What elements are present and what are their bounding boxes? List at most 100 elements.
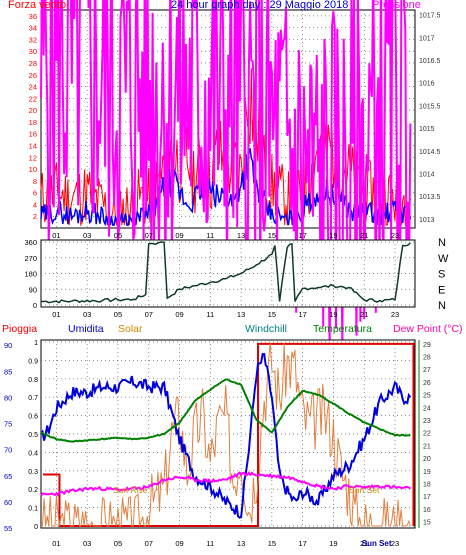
x-tick-label: 17 [298, 231, 306, 240]
y-right-tick-label: 1014.5 [419, 149, 441, 156]
rain-tick-label: 0 [34, 524, 38, 531]
humidity-line [40, 352, 412, 519]
x-tick-label: 09 [175, 231, 183, 240]
temp-tick-label: 15 [423, 520, 431, 527]
y-left-tick-label: 4 [33, 200, 37, 209]
temp-tick-label: 19 [423, 469, 431, 476]
y-right-tick-label: 1014 [419, 172, 435, 179]
legend-label: Windchill [245, 323, 287, 335]
x-tick-label: 19 [329, 310, 337, 319]
temp-tick-label: 22 [423, 431, 431, 438]
x-tick-label: 19 [329, 231, 337, 240]
rain-tick-label: 0.3 [28, 469, 38, 476]
x-tick-label: 19 [329, 539, 337, 548]
y-left-tick-label: 16 [29, 130, 37, 139]
compass-label: N [438, 237, 446, 249]
humidity-tick-label: 70 [4, 446, 12, 455]
legend-label: Temperatura [313, 323, 372, 335]
y-left-tick-label: 34 [29, 24, 37, 33]
y-left-tick-label: 22 [29, 94, 37, 103]
x-tick-label: 03 [83, 310, 91, 319]
x-tick-label: 23 [391, 539, 399, 548]
rain-tick-label: 0.6 [28, 414, 38, 421]
humidity-tick-label: 60 [4, 498, 12, 507]
x-tick-label: 17 [298, 539, 306, 548]
x-tick-label: 13 [237, 539, 245, 548]
y-left-tick-label: 26 [29, 71, 37, 80]
y-left-tick-label: 6 [33, 189, 37, 198]
legend-label: Solar [118, 323, 143, 335]
x-tick-label: 09 [175, 539, 183, 548]
x-tick-label: 11 [206, 231, 214, 240]
sunrise-annotation: Sun Rise [113, 485, 148, 495]
y-left-tick-label: 24 [29, 83, 37, 92]
legend-label: Umidita [68, 323, 104, 335]
rain-tick-label: 0.5 [28, 432, 38, 439]
y-left-tick-label: 8 [33, 177, 37, 186]
humidity-tick-label: 75 [4, 420, 12, 429]
y-tick-label: 90 [29, 285, 37, 294]
solar-line [41, 342, 411, 527]
x-tick-label: 05 [114, 310, 122, 319]
x-tick-label: 07 [145, 231, 153, 240]
x-tick-label: 11 [206, 310, 214, 319]
x-tick-label: 13 [237, 310, 245, 319]
temp-tick-label: 26 [423, 380, 431, 387]
temp-tick-label: 27 [423, 367, 431, 374]
compass-label: N [438, 300, 446, 312]
temp-tick-label: 21 [423, 443, 431, 450]
y-tick-label: 360 [24, 238, 37, 247]
x-tick-label: 01 [52, 539, 60, 548]
x-tick-label: 23 [391, 310, 399, 319]
rain-tick-label: 1 [34, 340, 38, 347]
dewpoint-line [40, 471, 411, 497]
temp-humidity-panel: Sun Rise Sun Set 01 03 05 07 09 11 13 15 17 19 21Su… [4, 339, 431, 548]
y-left-tick-label: 20 [29, 106, 37, 115]
temp-tick-label: 18 [423, 482, 431, 489]
x-tick-label: 07 [145, 310, 153, 319]
wind-direction-line [41, 241, 411, 304]
compass-label: W [438, 253, 449, 265]
x-tick-label: 15 [268, 310, 276, 319]
y-left-tick-label: 18 [29, 118, 37, 127]
x-tick-label: 21 [360, 231, 368, 240]
y-left-tick-label: 32 [29, 35, 37, 44]
rain-tick-label: 0.8 [28, 377, 38, 384]
x-tick-label: 01 [52, 231, 60, 240]
legend-label: Pioggia [2, 323, 37, 335]
temp-tick-label: 24 [423, 405, 431, 412]
rain-tick-label: 0.9 [28, 358, 38, 365]
rain-tick-label: 0.4 [28, 450, 38, 457]
y-right-tick-label: 1016 [419, 81, 435, 88]
y-right-tick-label: 1015.5 [419, 103, 441, 110]
y-left-tick-label: 12 [29, 153, 37, 162]
y-left-tick-label: 28 [29, 59, 37, 68]
y-left-tick-label: 14 [29, 142, 37, 151]
legend-label: Dew Point (°C) [393, 323, 463, 335]
y-right-tick-label: 1016.5 [419, 58, 441, 65]
x-tick-label: 03 [83, 539, 91, 548]
x-tick-label: 05 [114, 231, 122, 240]
y-right-tick-label: 1013.5 [419, 194, 441, 201]
temp-tick-label: 20 [423, 456, 431, 463]
pressure-label: Pressione [372, 0, 421, 11]
humidity-tick-label: 90 [4, 341, 12, 350]
temperature-line [40, 378, 411, 443]
x-tick-label: 23 [391, 231, 399, 240]
x-tick-label: Sun Set [362, 539, 392, 548]
x-tick-label: 15 [268, 231, 276, 240]
humidity-tick-label: 80 [4, 393, 12, 402]
temp-tick-label: 17 [423, 494, 431, 501]
y-tick-label: 0 [33, 301, 37, 310]
y-right-tick-label: 1017.5 [419, 13, 441, 20]
x-tick-label: 11 [206, 539, 214, 548]
x-tick-label: 07 [145, 539, 153, 548]
y-left-tick-label: 10 [29, 165, 37, 174]
wind-speed-label: Forza vento [8, 0, 66, 11]
x-tick-label: 21 [360, 310, 368, 319]
temp-tick-label: 25 [423, 393, 431, 400]
temp-tick-label: 29 [423, 342, 431, 349]
x-tick-label: 13 [237, 231, 245, 240]
